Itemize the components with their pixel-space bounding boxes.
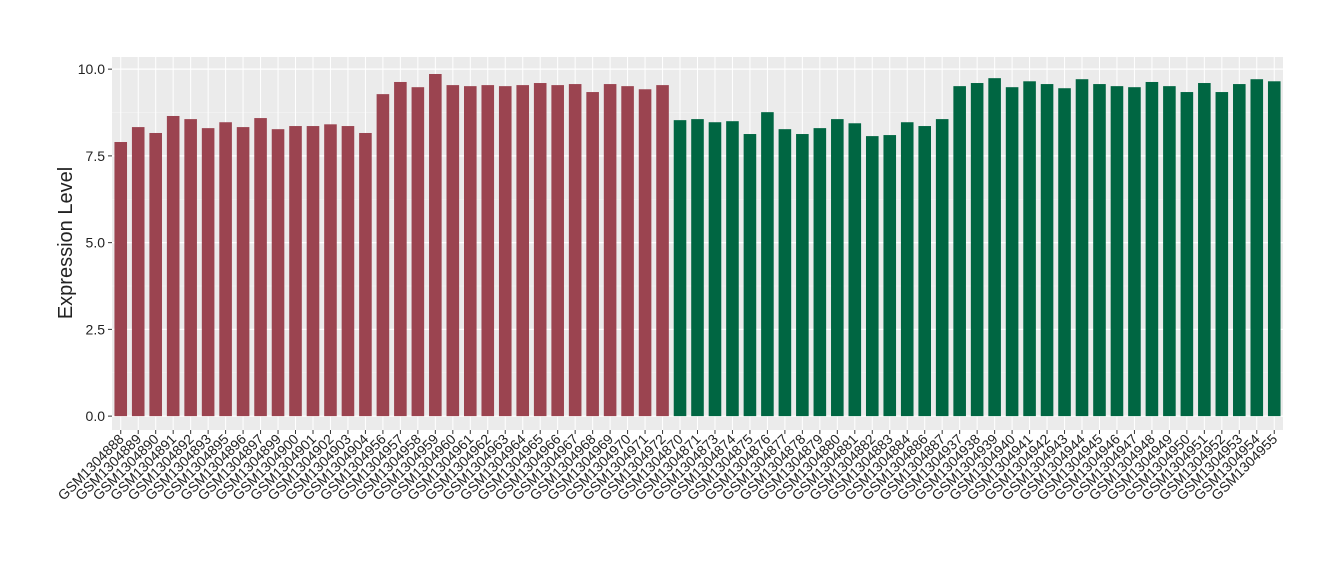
bar [691,119,704,417]
bar [533,83,547,417]
bar [463,86,477,417]
bar [603,84,617,417]
y-tick-label: 5.0 [86,235,106,251]
bar [498,86,512,417]
bar [621,86,634,417]
bar [394,81,407,417]
bar [673,120,687,417]
bar [1110,86,1124,417]
bar [254,118,267,417]
bar [184,119,197,417]
bar [1215,92,1229,417]
bar [271,129,285,417]
bar [131,127,145,417]
bar [236,127,250,417]
bar [883,135,897,417]
bar [778,129,792,417]
bar [1128,87,1141,417]
bar [656,85,669,417]
bar [568,84,582,417]
bar [970,83,984,417]
bar [306,126,320,417]
bar [114,142,128,417]
bar [796,134,809,417]
bar [1163,86,1176,417]
bar [324,124,337,417]
bar [341,126,355,417]
y-axis-label: Expression Level [55,167,77,319]
bar [481,85,495,417]
bar [813,128,827,417]
bar [551,85,564,417]
bar [1145,81,1159,417]
bar [638,89,652,417]
bar [149,132,162,417]
y-tick-label: 7.5 [86,148,106,164]
bar [900,122,914,417]
bar [1233,84,1246,417]
bar [1023,81,1036,417]
y-tick-label: 0.0 [86,408,106,424]
bar [1180,92,1194,417]
bar [219,122,232,417]
bar [988,78,1001,417]
bar [201,128,215,417]
bar [953,86,966,417]
bar [289,126,302,417]
bar [1075,79,1089,417]
bar [1058,88,1071,417]
y-tick-label: 10.0 [78,61,105,77]
bar [918,126,932,417]
bar [865,136,879,417]
bar [831,119,844,417]
bar [1093,84,1106,417]
bar [761,112,774,417]
bar [708,122,722,417]
bar [411,87,425,417]
bar [359,132,372,417]
bar [586,92,599,417]
bar [429,74,442,417]
bar [743,134,757,417]
bar [376,94,390,417]
bar [1005,87,1019,417]
y-tick-label: 2.5 [86,321,106,337]
bar [848,123,862,417]
bar [726,121,739,417]
bar [1267,81,1281,417]
bar [935,119,949,417]
bar [166,115,180,417]
bar [1198,83,1211,417]
bar [446,85,460,417]
bar [516,85,530,417]
bar [1250,79,1264,417]
bar [1040,84,1054,417]
